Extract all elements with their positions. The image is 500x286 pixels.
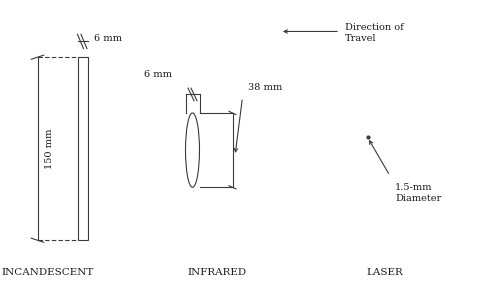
- Text: INCANDESCENT: INCANDESCENT: [2, 269, 94, 277]
- Text: INFRARED: INFRARED: [188, 269, 247, 277]
- Text: 38 mm: 38 mm: [248, 83, 282, 92]
- Text: 6 mm: 6 mm: [144, 70, 172, 79]
- Text: 150 mm: 150 mm: [44, 128, 54, 169]
- Text: 6 mm: 6 mm: [94, 34, 122, 43]
- Text: 1.5-mm
Diameter: 1.5-mm Diameter: [395, 183, 442, 203]
- Text: LASER: LASER: [366, 269, 404, 277]
- Ellipse shape: [186, 113, 200, 187]
- Bar: [78, 57, 88, 240]
- Text: Direction of
Travel: Direction of Travel: [345, 23, 404, 43]
